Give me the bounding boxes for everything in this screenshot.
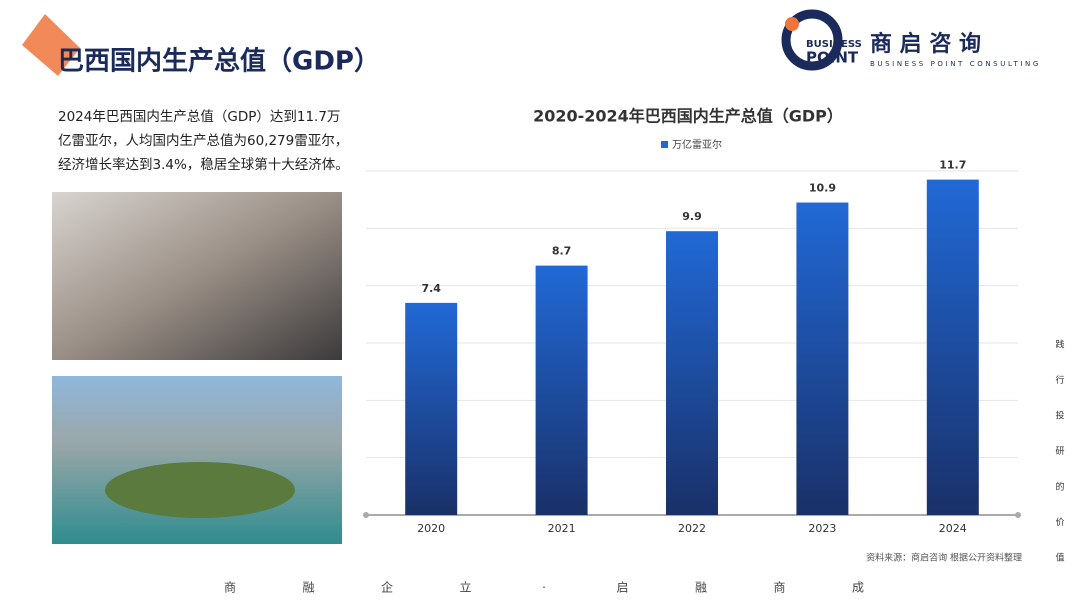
side-text: 投	[1055, 410, 1064, 422]
page-title: 巴西国内生产总值（GDP）	[58, 47, 380, 77]
logo-brand: BUSINESS	[806, 39, 862, 50]
footer-text: 立	[459, 580, 471, 595]
photo-island	[105, 462, 295, 518]
side-text: 值	[1055, 552, 1064, 564]
paragraph-line: 亿雷亚尔，人均国内生产总值为60,279雷亚尔，	[58, 133, 348, 149]
data-label: 10.9	[809, 182, 836, 195]
footer-text: 商	[224, 580, 236, 595]
photo	[52, 376, 342, 544]
legend-label: 万亿雷亚尔	[672, 138, 722, 151]
x-tick-label: 2022	[678, 522, 706, 535]
side-text: 价	[1055, 517, 1064, 528]
chart-title: 2020-2024年巴西国内生产总值（GDP）	[533, 107, 843, 126]
chart: 2020-2024年巴西国内生产总值（GDP） 万亿雷亚尔 2020 7.4 2021 8…	[363, 107, 1021, 535]
footer-text: ·	[542, 581, 546, 595]
side-text: 研	[1055, 446, 1064, 457]
bar	[666, 231, 718, 515]
bar	[535, 265, 588, 515]
axis-end	[1015, 512, 1021, 518]
legend-swatch	[661, 141, 668, 148]
decoration	[22, 14, 80, 76]
photo	[52, 192, 342, 360]
footer-text: 融	[302, 581, 314, 595]
data-label: 8.7	[552, 245, 572, 258]
footer-text: 商	[773, 580, 785, 595]
bar	[796, 202, 849, 516]
bar	[926, 179, 979, 515]
x-tick-label: 2023	[808, 522, 836, 535]
logo: BUSINESS POINT 商 启 咨 询 BUSINESS POINT CO…	[781, 9, 1041, 71]
footer-text: 成	[852, 581, 864, 595]
bar	[405, 302, 458, 515]
axis-end	[363, 512, 369, 518]
footer-text: 启	[616, 581, 628, 595]
data-label: 9.9	[682, 210, 702, 223]
paragraph-line: 2024年巴西国内生产总值（GDP）达到11.7万	[58, 109, 340, 125]
footer-text: 企	[381, 580, 393, 595]
logo-tagline: BUSINESS POINT CONSULTING	[870, 60, 1041, 68]
paragraph: 2024年巴西国内生产总值（GDP）达到11.7万亿雷亚尔，人均国内生产总值为6…	[58, 109, 349, 173]
footer-text: 融	[695, 581, 707, 595]
x-tick-label: 2020	[417, 522, 445, 535]
logo-ring	[781, 9, 843, 71]
x-tick-label: 2021	[548, 522, 576, 535]
paragraph-line: 经济增长率达到3.4%，稳居全球第十大经济体。	[58, 156, 349, 173]
data-label: 7.4	[421, 282, 441, 295]
logo-dot	[785, 17, 799, 31]
logo-name: 商 启 咨 询	[870, 31, 981, 57]
data-label: 11.7	[939, 159, 966, 172]
side-text: 行	[1055, 374, 1064, 386]
x-tick-label: 2024	[939, 522, 967, 535]
source: 资料来源：商启咨询 根据公开资料整理	[866, 552, 1022, 564]
side-text: 践	[1055, 339, 1064, 351]
logo-brand: POINT	[806, 49, 859, 67]
side-text: 的	[1055, 481, 1064, 493]
